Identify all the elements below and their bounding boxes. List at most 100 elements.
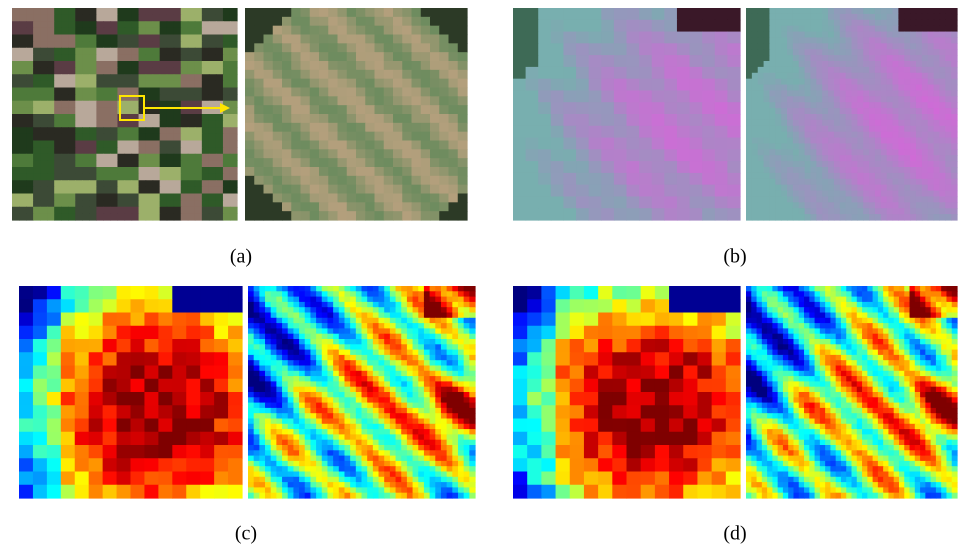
pixel <box>469 387 475 393</box>
pixel <box>373 339 379 345</box>
pixel <box>214 366 229 380</box>
pixel <box>934 55 940 61</box>
pixel <box>846 96 852 102</box>
pixel <box>793 14 799 20</box>
pixel <box>869 49 875 55</box>
pixel <box>715 55 728 67</box>
pixel <box>939 114 945 120</box>
pixel <box>384 185 394 194</box>
pixel <box>887 49 893 55</box>
pixel <box>12 21 20 28</box>
pixel <box>61 392 76 406</box>
pixel <box>273 43 283 52</box>
pixel <box>310 70 320 79</box>
pixel <box>418 313 424 319</box>
pixel <box>282 397 288 403</box>
pixel <box>401 466 407 472</box>
pixel <box>125 194 133 201</box>
pixel <box>702 138 715 150</box>
pixel <box>810 85 816 91</box>
pixel <box>110 41 118 48</box>
pixel <box>230 127 238 134</box>
pixel <box>805 26 811 32</box>
pixel <box>316 302 322 308</box>
pixel <box>799 49 805 55</box>
pixel <box>875 96 881 102</box>
pixel <box>373 318 379 324</box>
pixel <box>82 35 90 42</box>
pixel <box>61 127 69 134</box>
pixel <box>439 194 449 203</box>
pixel <box>146 21 154 28</box>
pixel <box>19 286 34 300</box>
pixel <box>922 85 928 91</box>
pixel <box>19 485 34 499</box>
pixel <box>904 37 910 43</box>
pixel <box>160 81 168 88</box>
pixel <box>412 79 422 88</box>
pixel <box>223 21 231 28</box>
pixel <box>305 366 311 372</box>
pixel <box>464 424 470 430</box>
pixel <box>881 114 887 120</box>
pixel <box>75 68 83 75</box>
pixel <box>393 96 403 105</box>
pixel <box>216 88 224 95</box>
pixel <box>863 37 869 43</box>
pixel <box>904 185 910 191</box>
pixel <box>68 127 76 134</box>
pixel <box>209 147 217 154</box>
pixel <box>75 299 90 313</box>
pixel <box>396 413 402 419</box>
pixel <box>47 41 55 48</box>
pixel <box>276 440 282 446</box>
pixel <box>951 102 957 108</box>
pixel <box>664 161 677 173</box>
pixel <box>758 179 764 185</box>
pixel <box>322 360 328 366</box>
pixel <box>293 371 299 377</box>
pixel <box>396 392 402 398</box>
pixel <box>160 194 168 201</box>
pixel <box>910 179 916 185</box>
pixel <box>265 313 271 319</box>
pixel <box>702 90 715 102</box>
pixel <box>787 149 793 155</box>
pixel <box>310 366 316 372</box>
pixel <box>904 120 910 126</box>
pixel <box>160 200 168 207</box>
pixel <box>365 176 375 185</box>
pixel <box>893 14 899 20</box>
pixel <box>746 37 752 43</box>
pixel <box>132 101 140 108</box>
pixel <box>103 147 111 154</box>
pixel <box>47 28 55 35</box>
pixel <box>810 67 816 73</box>
pixel <box>254 43 264 52</box>
pixel <box>61 74 69 81</box>
pixel <box>945 202 951 208</box>
pixel <box>327 472 333 478</box>
pixel <box>139 174 147 181</box>
pixel <box>333 387 339 393</box>
pixel <box>916 108 922 114</box>
pixel <box>775 185 781 191</box>
pixel <box>418 323 424 329</box>
pixel <box>430 366 436 372</box>
pixel <box>887 179 893 185</box>
pixel <box>810 161 816 167</box>
pixel <box>291 114 301 123</box>
pixel <box>174 147 182 154</box>
pixel <box>910 49 916 55</box>
pixel <box>379 424 385 430</box>
pixel <box>103 127 111 134</box>
pixel <box>393 70 403 79</box>
pixel <box>413 291 419 297</box>
pixel <box>264 202 274 211</box>
pixel <box>401 387 407 393</box>
pixel <box>322 466 328 472</box>
pixel <box>447 419 453 425</box>
pixel <box>421 52 431 61</box>
pixel <box>75 286 90 300</box>
pixel <box>316 403 322 409</box>
